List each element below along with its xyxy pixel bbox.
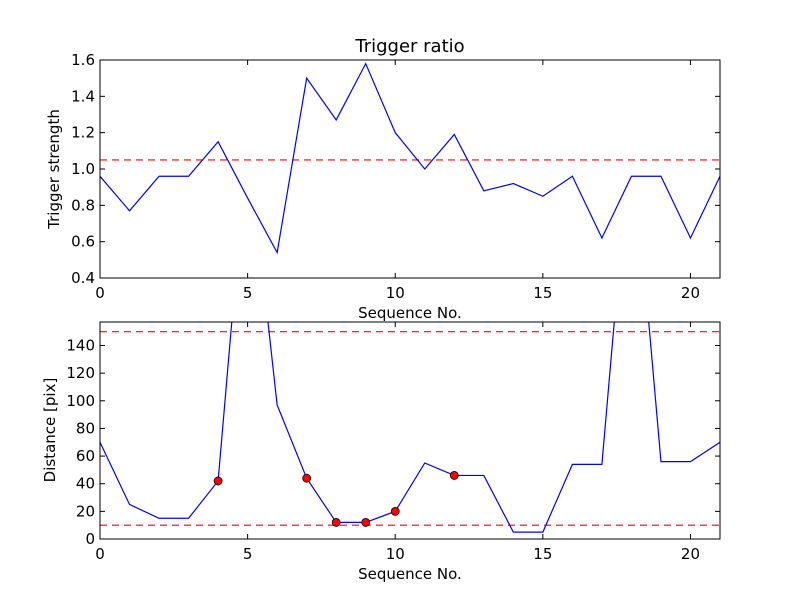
threshold-lines — [100, 331, 720, 526]
y-axis-ticks: 0 20 40 60 80 100 120 140 — [66, 336, 720, 548]
y-tick-label: 1.4 — [71, 87, 95, 105]
y-axis-label: Trigger strength — [45, 109, 63, 230]
x-axis-ticks: 0 5 10 15 20 — [95, 60, 700, 302]
data-point — [213, 476, 223, 486]
x-tick-label: 0 — [95, 545, 105, 563]
series-group — [100, 62, 720, 255]
series-line-1 — [100, 322, 720, 533]
y-tick-label: 0.4 — [71, 269, 95, 287]
y-axis-ticks: 0.4 0.6 0.8 1.0 1.2 1.4 1.6 — [71, 51, 720, 287]
x-tick-label: 5 — [243, 545, 253, 563]
marker-group — [213, 471, 459, 527]
x-tick-label: 10 — [386, 545, 405, 563]
y-tick-label: 40 — [76, 475, 95, 493]
y-axis-label: Distance [pix] — [41, 378, 59, 483]
plot-frame — [99, 321, 721, 540]
data-point — [361, 518, 371, 527]
trigger-ratio-subplot: Trigger ratio 0 5 10 15 20 0.4 0.6 0.8 1.0 1.2 1.… — [45, 36, 721, 322]
y-tick-label: 0.6 — [71, 233, 95, 251]
data-point — [449, 471, 459, 480]
series-group — [100, 322, 720, 533]
y-tick-label: 100 — [66, 392, 95, 410]
data-point — [302, 473, 312, 483]
chart-title: Trigger ratio — [354, 36, 464, 57]
x-tick-label: 15 — [533, 284, 552, 302]
series-line-1 — [100, 62, 720, 255]
y-tick-label: 140 — [66, 336, 95, 354]
x-tick-label: 10 — [386, 284, 405, 302]
x-tick-label: 15 — [533, 545, 552, 563]
x-tick-label: 20 — [681, 284, 700, 302]
y-tick-label: 20 — [76, 502, 95, 520]
x-axis-ticks: 0 5 10 15 20 — [95, 322, 700, 563]
y-tick-label: 1.6 — [71, 51, 95, 69]
x-axis-label: Sequence No. — [358, 565, 462, 583]
x-tick-label: 20 — [681, 545, 700, 563]
y-tick-label: 1.0 — [71, 160, 95, 178]
y-tick-label: 80 — [76, 419, 95, 437]
y-tick-label: 60 — [76, 447, 95, 465]
data-point — [390, 506, 400, 516]
data-point — [331, 518, 341, 527]
y-tick-label: 120 — [66, 364, 95, 382]
y-tick-label: 0 — [85, 530, 95, 548]
y-tick-label: 1.2 — [71, 124, 95, 142]
x-tick-label: 5 — [243, 284, 253, 302]
y-tick-label: 0.8 — [71, 196, 95, 214]
distance-subplot: 0 5 10 15 20 0 20 40 60 80 100 120 140 Sequence No.… — [41, 321, 721, 583]
x-axis-label: Sequence No. — [358, 304, 462, 322]
x-tick-label: 0 — [95, 284, 105, 302]
